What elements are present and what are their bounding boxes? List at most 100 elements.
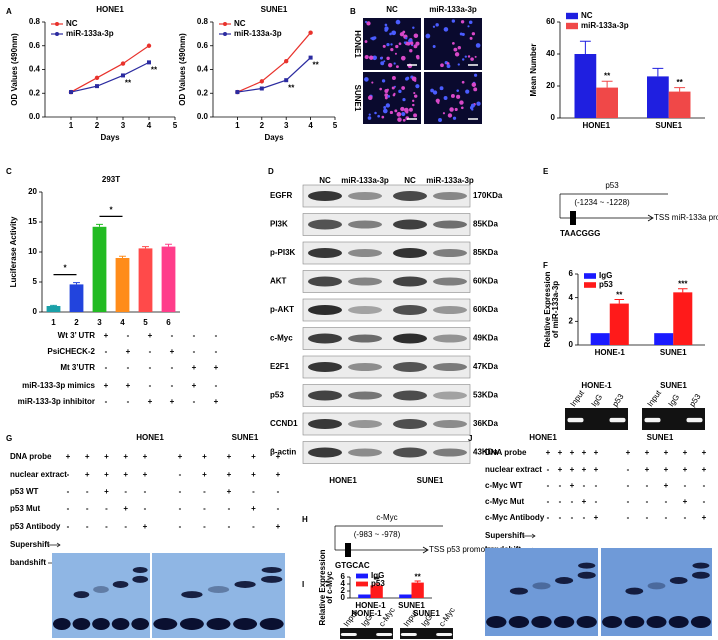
cell-dot bbox=[430, 88, 434, 93]
micrograph bbox=[363, 72, 421, 124]
row-label: p53 Antibody bbox=[10, 522, 61, 531]
cell-dot bbox=[476, 101, 481, 106]
sign: - bbox=[595, 481, 598, 490]
sign: - bbox=[228, 504, 231, 513]
sign: + bbox=[276, 522, 281, 531]
legend-label: miR-133a-3p bbox=[66, 29, 114, 38]
sign: - bbox=[627, 465, 630, 474]
promoter-label: TSS miR-133a promoter bbox=[654, 213, 718, 222]
cell-dot bbox=[391, 30, 397, 36]
cell-dot bbox=[457, 46, 461, 50]
sign: - bbox=[627, 497, 630, 506]
site-label: (-983 ~ -978) bbox=[354, 530, 401, 539]
blot-band bbox=[348, 363, 382, 371]
cell-dot bbox=[364, 54, 369, 60]
point bbox=[235, 90, 240, 95]
cell-dot bbox=[395, 19, 401, 25]
sign: - bbox=[149, 363, 152, 372]
sign: - bbox=[684, 513, 687, 522]
cell-dot bbox=[471, 32, 476, 36]
supershift-band bbox=[132, 567, 148, 573]
sign: + bbox=[202, 470, 207, 479]
cell-dot bbox=[380, 61, 385, 66]
bar bbox=[673, 292, 693, 345]
gel-band bbox=[686, 417, 703, 423]
sign: + bbox=[170, 347, 175, 356]
y-tick-label: 0 bbox=[569, 340, 574, 349]
significance: ** bbox=[288, 83, 295, 92]
motif-label: GTGCAC bbox=[335, 561, 370, 570]
cell-dot bbox=[405, 77, 409, 81]
bar bbox=[161, 246, 176, 312]
gel bbox=[400, 628, 453, 639]
blot-band bbox=[308, 191, 342, 201]
y-axis-label: Luciferase Activity bbox=[9, 216, 18, 287]
free-probe bbox=[131, 618, 150, 630]
blot-band bbox=[308, 276, 342, 287]
sign: + bbox=[582, 497, 587, 506]
cell-dot bbox=[405, 37, 408, 40]
sign: - bbox=[627, 513, 630, 522]
significance: * bbox=[109, 206, 113, 215]
shift-band bbox=[669, 577, 688, 585]
condition-label: Wt 3’ UTR bbox=[58, 331, 96, 340]
shift-band bbox=[181, 591, 203, 599]
shift-band bbox=[261, 575, 283, 583]
shift-band bbox=[532, 582, 551, 590]
sign: - bbox=[571, 497, 574, 506]
legend-swatch bbox=[566, 22, 578, 30]
cell-dot bbox=[385, 103, 391, 108]
sign: + bbox=[104, 452, 109, 461]
cell-dot bbox=[384, 93, 389, 98]
sign: - bbox=[193, 347, 196, 356]
cell-dot bbox=[398, 89, 402, 94]
cell-dot bbox=[415, 54, 420, 59]
size-label: 53KDa bbox=[473, 391, 498, 400]
cell-dot bbox=[400, 55, 406, 61]
cell-line-label: HONE1 bbox=[529, 433, 557, 442]
panel-letter: H bbox=[302, 515, 308, 524]
y-tick-label: 5 bbox=[33, 277, 38, 286]
error-bar bbox=[614, 298, 625, 304]
sign: - bbox=[124, 522, 127, 531]
blot-band bbox=[393, 276, 427, 287]
y-axis-label: of miR-133a-3p bbox=[551, 281, 560, 338]
sign: - bbox=[127, 397, 130, 406]
condition-label: miR-133-3p mimics bbox=[22, 381, 95, 390]
sign: - bbox=[547, 481, 550, 490]
row-label: c-Myc Mut bbox=[485, 497, 524, 506]
chart-title: SUNE1 bbox=[261, 5, 288, 14]
blot-band bbox=[308, 447, 342, 458]
gel-group-label: HONE-1 bbox=[581, 381, 612, 390]
sign: - bbox=[559, 513, 562, 522]
cell-dot bbox=[413, 91, 416, 95]
shift-band bbox=[73, 591, 90, 599]
size-label: 60KDa bbox=[473, 305, 498, 314]
cell-dot bbox=[402, 118, 406, 122]
sign: + bbox=[148, 397, 153, 406]
cell-dot bbox=[402, 97, 406, 102]
cell-dot bbox=[459, 100, 464, 105]
cell-dot bbox=[462, 58, 465, 61]
sign: - bbox=[215, 331, 218, 340]
bar bbox=[647, 76, 669, 118]
panel-letter: J bbox=[468, 434, 472, 443]
cell-dot bbox=[398, 42, 402, 46]
error-bar bbox=[373, 583, 380, 586]
cell-dot bbox=[381, 79, 386, 83]
cell-dot bbox=[391, 86, 395, 90]
sign: + bbox=[104, 331, 109, 340]
cell-dot bbox=[408, 107, 413, 112]
y-tick-label: 0.4 bbox=[29, 65, 41, 74]
bar bbox=[574, 54, 597, 118]
legend-label: miR-133a-3p bbox=[234, 29, 282, 38]
sign: + bbox=[546, 448, 551, 457]
gel-band bbox=[609, 417, 626, 423]
sign: - bbox=[86, 522, 89, 531]
x-tick-label: 1 bbox=[235, 121, 240, 130]
sign: - bbox=[171, 381, 174, 390]
blot-band bbox=[348, 249, 382, 257]
condition-label: Mt 3’UTR bbox=[60, 363, 95, 372]
x-tick-label: 5 bbox=[333, 121, 338, 130]
